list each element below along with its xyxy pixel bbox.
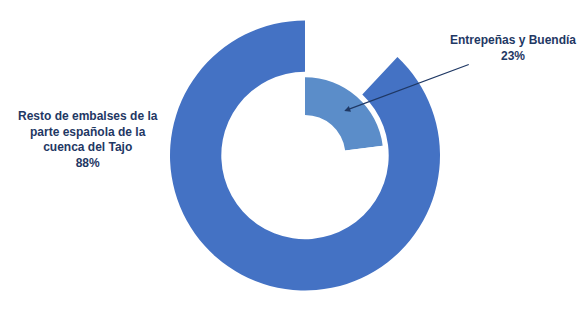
svg-text:Entrepeñas y Buendía23%: Entrepeñas y Buendía23% — [450, 33, 576, 63]
svg-text:Resto de embalses de laparte e: Resto de embalses de laparte española de… — [18, 109, 158, 170]
